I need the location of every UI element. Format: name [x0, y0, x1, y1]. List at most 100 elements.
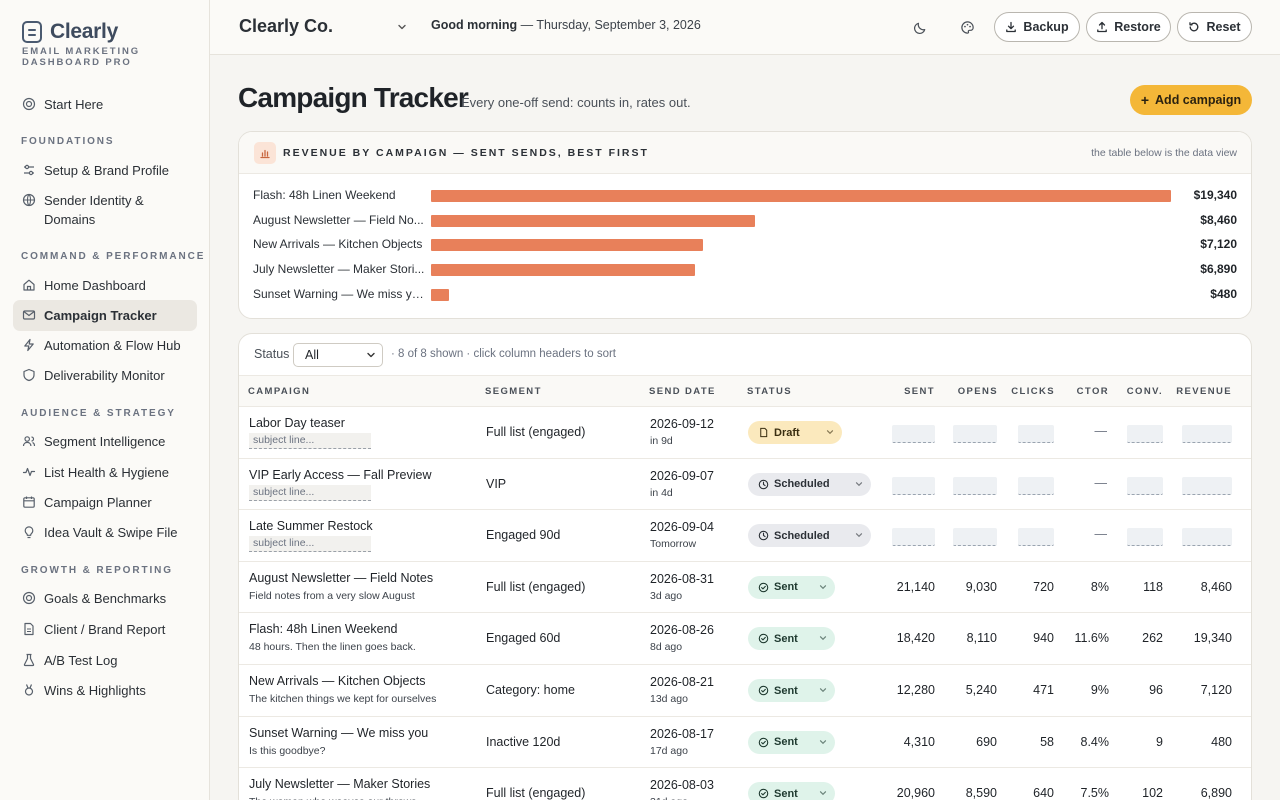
metric-sent-input[interactable] — [892, 425, 935, 443]
sidebar-item-list-health-hygiene[interactable]: List Health & Hygiene — [13, 457, 197, 488]
sidebar-item-setup-brand-profile[interactable]: Setup & Brand Profile — [13, 155, 197, 186]
column-header-segment[interactable]: Segment — [485, 386, 542, 397]
sidebar-item-campaign-tracker[interactable]: Campaign Tracker — [13, 300, 197, 331]
metric-conv: 102 — [1142, 786, 1163, 800]
metric-revenue-input[interactable] — [1182, 476, 1232, 495]
campaign-name[interactable]: Sunset Warning — We miss you — [249, 725, 429, 740]
sidebar-item-sender-identity-domains[interactable]: Sender Identity & Domains — [13, 185, 197, 235]
metric-conv-input[interactable] — [1127, 476, 1163, 495]
sidebar-item-client-brand-report[interactable]: Client / Brand Report — [13, 614, 197, 645]
pulse-icon — [22, 465, 36, 479]
metric-conv: 96 — [1149, 683, 1163, 697]
metric-sent-input[interactable] — [892, 528, 935, 547]
sidebar-item-goals-benchmarks[interactable]: Goals & Benchmarks — [13, 583, 197, 614]
sidebar-item-label: Home Dashboard — [44, 278, 146, 293]
company-name[interactable]: Clearly Co. — [239, 16, 334, 36]
home-icon — [22, 278, 36, 292]
table-row[interactable]: Flash: 48h Linen Weekend 48 hours. Then t… — [239, 613, 1251, 665]
chevron-down-icon — [855, 533, 863, 538]
metric-ctor: 8% — [1090, 579, 1109, 594]
column-header-status[interactable]: Status — [747, 386, 792, 397]
metric-revenue-input[interactable] — [1182, 528, 1232, 547]
metric-sent-input[interactable] — [892, 476, 935, 495]
chevron-down-icon — [819, 584, 827, 589]
status-dropdown[interactable]: Sent — [748, 782, 835, 800]
metric-clicks-input[interactable] — [1018, 476, 1054, 495]
bar[interactable] — [431, 190, 1171, 202]
backup-button[interactable]: Backup — [994, 12, 1080, 42]
table-row[interactable]: New Arrivals — Kitchen Objects The kitche… — [239, 665, 1251, 717]
metric-opens-input[interactable] — [953, 425, 997, 443]
subject-line-input[interactable]: subject line... — [249, 484, 371, 501]
status-dropdown[interactable]: Scheduled — [748, 524, 871, 548]
send-date: 2026-08-17 — [650, 726, 714, 741]
campaign-name[interactable]: July Newsletter — Maker Stories — [249, 777, 431, 792]
campaign-name[interactable]: Late Summer Restock — [249, 519, 373, 534]
column-header-opens[interactable]: Opens — [957, 386, 998, 397]
sidebar-item-campaign-planner[interactable]: Campaign Planner — [13, 487, 197, 518]
status-dropdown[interactable]: Draft — [748, 421, 842, 444]
flask-icon — [22, 653, 36, 667]
chart-note: the table below is the data view — [1091, 147, 1237, 159]
table-row[interactable]: Labor Day teaser subject line... Full list… — [239, 407, 1251, 459]
status-dropdown[interactable]: Sent — [748, 679, 835, 702]
column-header-campaign[interactable]: Campaign — [248, 386, 311, 397]
moon-icon[interactable] — [910, 17, 930, 37]
sidebar-item-wins-highlights[interactable]: Wins & Highlights — [13, 675, 197, 706]
metric-clicks-input[interactable] — [1018, 425, 1054, 443]
palette-icon[interactable] — [957, 17, 977, 37]
table-row[interactable]: Sunset Warning — We miss you Is this good… — [239, 717, 1251, 769]
campaign-name[interactable]: Flash: 48h Linen Weekend — [249, 622, 398, 637]
sidebar-section-heading: Audience & Strategy — [21, 408, 176, 419]
column-header-clicks[interactable]: Clicks — [1011, 386, 1055, 397]
status-dropdown[interactable]: Sent — [748, 627, 835, 651]
reset-button[interactable]: Reset — [1177, 12, 1252, 42]
metric-conv: 262 — [1142, 631, 1163, 646]
campaign-name[interactable]: Labor Day teaser — [249, 416, 345, 430]
metric-revenue-input[interactable] — [1182, 425, 1232, 443]
column-header-ctor[interactable]: CTOR — [1076, 386, 1109, 397]
sidebar-item-a-b-test-log[interactable]: A/B Test Log — [13, 645, 197, 676]
status-label: Scheduled — [774, 478, 830, 491]
sidebar-item-automation-flow-hub[interactable]: Automation & Flow Hub — [13, 330, 197, 361]
bar[interactable] — [431, 264, 695, 276]
subject-line-input[interactable]: subject line... — [249, 536, 371, 553]
add-campaign-button[interactable]: + Add campaign — [1130, 85, 1252, 115]
table-row[interactable]: Late Summer Restock subject line... Engage… — [239, 510, 1251, 562]
column-header-conv[interactable]: Conv. — [1126, 386, 1163, 397]
metric-clicks: 940 — [1033, 631, 1054, 646]
metric-clicks-input[interactable] — [1018, 528, 1054, 547]
bar[interactable] — [431, 239, 704, 251]
brand[interactable]: Clearly — [22, 20, 118, 44]
metric-conv-input[interactable] — [1127, 528, 1163, 547]
relative-date: in 4d — [650, 486, 673, 499]
sidebar-item-home-dashboard[interactable]: Home Dashboard — [13, 270, 197, 301]
column-header-revenue[interactable]: Revenue — [1176, 386, 1232, 397]
column-header-send-date[interactable]: Send date — [649, 386, 716, 397]
table-row[interactable]: July Newsletter — Maker Stories The woman… — [239, 768, 1251, 800]
column-header-sent[interactable]: Sent — [904, 386, 935, 397]
sidebar-item-start-here[interactable]: Start Here — [13, 89, 197, 120]
campaign-name[interactable]: VIP Early Access — Fall Preview — [249, 467, 432, 482]
sidebar-item-label: Client / Brand Report — [44, 622, 166, 637]
sidebar-item-segment-intelligence[interactable]: Segment Intelligence — [13, 426, 197, 457]
sidebar-item-idea-vault-swipe-file[interactable]: Idea Vault & Swipe File — [13, 517, 197, 548]
campaign-name[interactable]: New Arrivals — Kitchen Objects — [249, 674, 426, 688]
campaign-name[interactable]: August Newsletter — Field Notes — [249, 570, 434, 585]
table-row[interactable]: VIP Early Access — Fall Preview subject l… — [239, 459, 1251, 511]
table-row[interactable]: August Newsletter — Field Notes Field not… — [239, 562, 1251, 614]
subject-line-input[interactable]: subject line... — [249, 433, 371, 449]
status-dropdown[interactable]: Sent — [748, 575, 835, 599]
status-filter-select[interactable]: All — [293, 343, 383, 367]
status-dropdown[interactable]: Sent — [748, 730, 835, 754]
metric-opens-input[interactable] — [953, 476, 997, 495]
metric-conv-input[interactable] — [1127, 425, 1163, 443]
metric-opens-input[interactable] — [953, 528, 997, 547]
bar[interactable] — [431, 215, 755, 227]
chevron-down-icon[interactable] — [396, 20, 408, 32]
bar[interactable] — [431, 289, 450, 301]
restore-button[interactable]: Restore — [1086, 12, 1171, 42]
target-icon — [22, 591, 36, 605]
sidebar-item-deliverability-monitor[interactable]: Deliverability Monitor — [13, 360, 197, 391]
status-dropdown[interactable]: Scheduled — [748, 472, 871, 496]
